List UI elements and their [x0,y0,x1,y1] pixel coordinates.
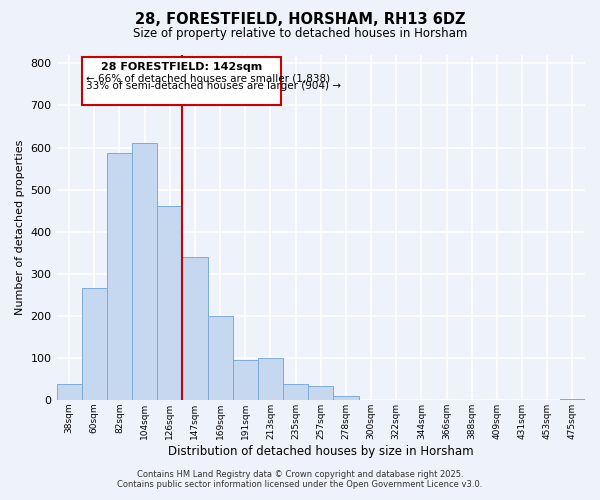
Text: 28, FORESTFIELD, HORSHAM, RH13 6DZ: 28, FORESTFIELD, HORSHAM, RH13 6DZ [135,12,465,28]
Text: Size of property relative to detached houses in Horsham: Size of property relative to detached ho… [133,28,467,40]
Text: ← 66% of detached houses are smaller (1,838): ← 66% of detached houses are smaller (1,… [86,73,330,83]
Bar [82,288,107,400]
Bar [283,384,308,400]
X-axis label: Distribution of detached houses by size in Horsham: Distribution of detached houses by size … [168,444,473,458]
Bar [208,316,233,400]
Text: Contains HM Land Registry data © Crown copyright and database right 2025.
Contai: Contains HM Land Registry data © Crown c… [118,470,482,489]
Bar [258,358,283,400]
Bar [308,386,334,400]
FancyBboxPatch shape [82,57,281,106]
Bar [334,396,359,400]
Bar [560,399,585,400]
Bar [182,257,208,400]
Y-axis label: Number of detached properties: Number of detached properties [15,140,25,315]
Bar [107,152,132,400]
Bar [157,206,182,400]
Text: 28 FORESTFIELD: 142sqm: 28 FORESTFIELD: 142sqm [101,62,262,72]
Bar [233,360,258,400]
Bar [132,144,157,400]
Text: 33% of semi-detached houses are larger (904) →: 33% of semi-detached houses are larger (… [86,82,341,92]
Bar [56,384,82,400]
